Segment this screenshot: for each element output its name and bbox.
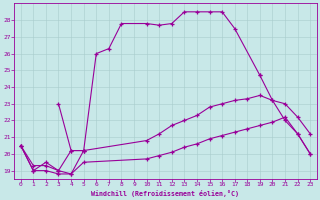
X-axis label: Windchill (Refroidissement éolien,°C): Windchill (Refroidissement éolien,°C) [92,190,239,197]
